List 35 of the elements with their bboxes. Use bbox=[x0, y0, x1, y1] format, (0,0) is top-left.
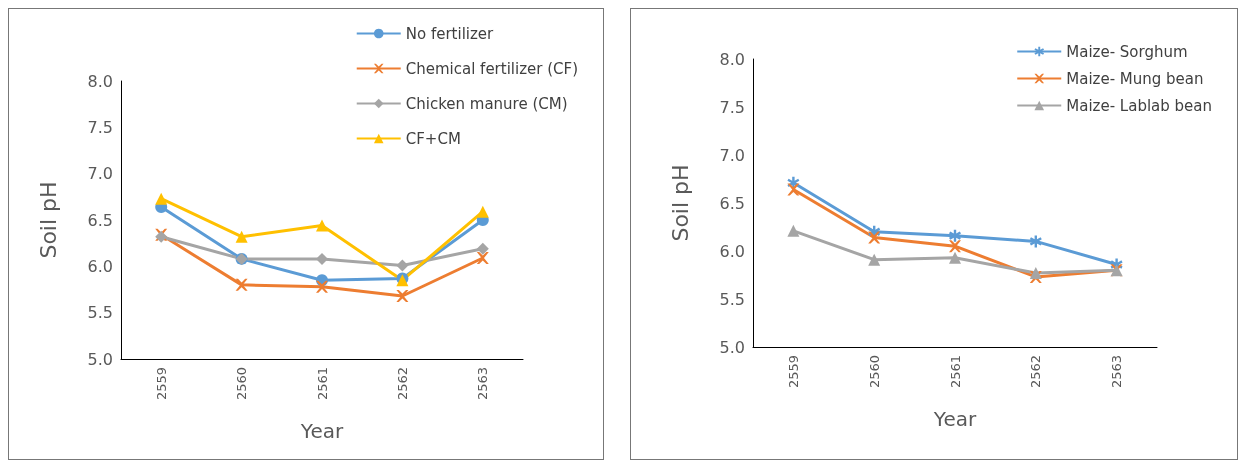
legend-label: Chemical fertilizer (CF) bbox=[405, 59, 578, 78]
y-tick-label: 7.0 bbox=[719, 145, 745, 165]
y-tick-label: 5.0 bbox=[719, 337, 745, 357]
x-tick-label: 2561 bbox=[314, 367, 330, 401]
legend-label: CF+CM bbox=[405, 129, 461, 148]
y-tick-label: 6.5 bbox=[719, 193, 745, 213]
y-tick-label: 5.5 bbox=[87, 303, 113, 323]
x-tick-label: 2563 bbox=[1109, 355, 1125, 389]
legend-label: Maize- Mung bean bbox=[1066, 69, 1204, 88]
y-axis-title: Soil pH bbox=[667, 164, 693, 242]
y-tick-label: 8.0 bbox=[719, 49, 745, 69]
y-tick-label: 7.0 bbox=[87, 164, 113, 184]
y-tick-label: 6.0 bbox=[87, 256, 113, 276]
x-axis-title: Year bbox=[299, 419, 344, 443]
y-tick-label: 7.5 bbox=[87, 117, 113, 137]
y-tick-label: 6.5 bbox=[87, 210, 113, 230]
y-tick-label: 8.0 bbox=[87, 71, 113, 91]
x-axis-title: Year bbox=[932, 407, 977, 431]
y-tick-label: 6.0 bbox=[719, 241, 745, 261]
x-tick-label: 2559 bbox=[153, 367, 169, 401]
legend-label: Maize- Lablab bean bbox=[1066, 96, 1213, 115]
x-tick-label: 2561 bbox=[947, 355, 963, 389]
x-tick-label: 2562 bbox=[1028, 355, 1044, 389]
y-tick-label: 7.5 bbox=[719, 97, 745, 117]
x-tick-label: 2562 bbox=[394, 367, 410, 401]
x-tick-label: 2559 bbox=[785, 355, 801, 389]
x-tick-label: 2560 bbox=[866, 355, 882, 389]
y-axis-title: Soil pH bbox=[35, 181, 61, 259]
y-tick-label: 5.0 bbox=[87, 349, 113, 369]
legend-label: Maize- Sorghum bbox=[1066, 42, 1188, 61]
x-tick-label: 2563 bbox=[475, 367, 491, 401]
x-tick-label: 2560 bbox=[234, 367, 250, 401]
legend-label: No fertilizer bbox=[405, 24, 495, 43]
legend-label: Chicken manure (CM) bbox=[405, 94, 568, 113]
y-tick-label: 5.5 bbox=[719, 289, 745, 309]
